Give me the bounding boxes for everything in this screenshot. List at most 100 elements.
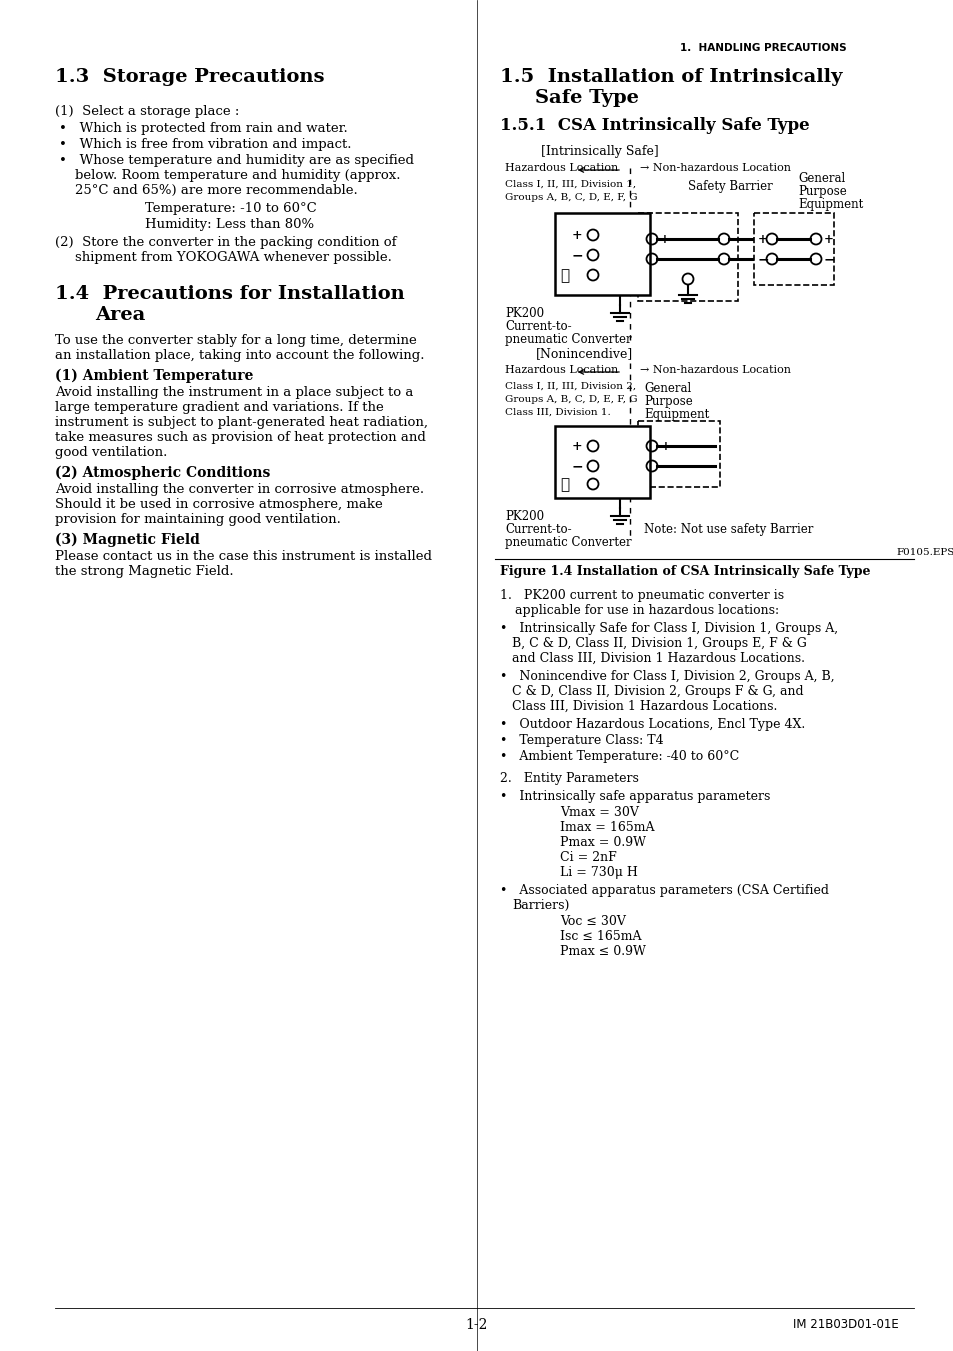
Text: Safe Type: Safe Type (535, 89, 639, 107)
Text: (2) Atmospheric Conditions: (2) Atmospheric Conditions (55, 466, 270, 481)
Text: −: − (571, 459, 582, 473)
Text: Should it be used in corrosive atmosphere, make: Should it be used in corrosive atmospher… (55, 499, 382, 511)
Text: IM 21B03D01-01E: IM 21B03D01-01E (792, 1319, 898, 1331)
Text: Area: Area (95, 305, 145, 324)
Text: Li = 730μ H: Li = 730μ H (559, 866, 638, 880)
Bar (555, 426, 649, 499)
Text: General: General (797, 172, 844, 185)
Bar (753, 213, 833, 285)
Text: −: − (758, 253, 769, 266)
Text: pneumatic Converter: pneumatic Converter (504, 332, 631, 346)
Text: Vmax = 30V: Vmax = 30V (559, 807, 639, 819)
Text: ⏚: ⏚ (559, 478, 569, 492)
Text: +: + (823, 232, 833, 246)
Text: Note: Not use safety Barrier: Note: Not use safety Barrier (643, 523, 813, 536)
Text: •   Associated apparatus parameters (CSA Certified: • Associated apparatus parameters (CSA C… (499, 884, 828, 897)
Text: provision for maintaining good ventilation.: provision for maintaining good ventilati… (55, 513, 340, 526)
Text: Avoid installing the converter in corrosive atmosphere.: Avoid installing the converter in corros… (55, 484, 424, 496)
Text: +: + (659, 232, 669, 246)
Text: 1-2: 1-2 (465, 1319, 488, 1332)
Text: Barriers): Barriers) (512, 898, 569, 912)
Text: (1)  Select a storage place :: (1) Select a storage place : (55, 105, 239, 118)
Text: Purpose: Purpose (643, 394, 692, 408)
Text: (3) Magnetic Field: (3) Magnetic Field (55, 534, 200, 547)
Text: [Intrinsically Safe]: [Intrinsically Safe] (540, 145, 659, 158)
Text: •   Which is protected from rain and water.: • Which is protected from rain and water… (59, 122, 348, 135)
Text: Please contact us in the case this instrument is installed: Please contact us in the case this instr… (55, 550, 432, 563)
Bar (638, 213, 738, 301)
Text: F0105.EPS: F0105.EPS (895, 549, 953, 557)
Text: Safety Barrier: Safety Barrier (687, 180, 772, 193)
Text: Purpose: Purpose (797, 185, 846, 199)
Text: Hazardous Location: Hazardous Location (504, 365, 618, 376)
Text: +: + (571, 230, 581, 242)
Text: •   Nonincendive for Class I, Division 2, Groups A, B,: • Nonincendive for Class I, Division 2, … (499, 670, 834, 684)
Text: +: + (660, 440, 670, 453)
Text: Pmax ≤ 0.9W: Pmax ≤ 0.9W (559, 944, 645, 958)
Text: •   Which is free from vibration and impact.: • Which is free from vibration and impac… (59, 138, 351, 151)
Bar (638, 422, 720, 486)
Text: [Nonincendive]: [Nonincendive] (536, 347, 633, 359)
Text: Class I, II, III, Division 1,: Class I, II, III, Division 1, (504, 180, 636, 189)
Text: Equipment: Equipment (643, 408, 708, 422)
Text: good ventilation.: good ventilation. (55, 446, 167, 459)
Text: −: − (659, 253, 671, 266)
Text: Current-to-: Current-to- (504, 320, 571, 332)
Text: Groups A, B, C, D, E, F, G: Groups A, B, C, D, E, F, G (504, 193, 637, 203)
Text: •   Whose temperature and humidity are as specified: • Whose temperature and humidity are as … (59, 154, 414, 168)
Text: 25°C and 65%) are more recommendable.: 25°C and 65%) are more recommendable. (75, 184, 357, 197)
Text: applicable for use in hazardous locations:: applicable for use in hazardous location… (515, 604, 779, 617)
Text: pneumatic Converter: pneumatic Converter (504, 536, 631, 549)
Text: (2)  Store the converter in the packing condition of: (2) Store the converter in the packing c… (55, 236, 396, 249)
Text: below. Room temperature and humidity (approx.: below. Room temperature and humidity (ap… (75, 169, 400, 182)
Text: Voc ≤ 30V: Voc ≤ 30V (559, 915, 625, 928)
Text: General: General (643, 382, 691, 394)
Text: 1.  HANDLING PRECAUTIONS: 1. HANDLING PRECAUTIONS (679, 43, 845, 53)
Text: Equipment: Equipment (797, 199, 862, 211)
Text: Temperature: -10 to 60°C: Temperature: -10 to 60°C (145, 203, 316, 215)
Text: •   Intrinsically safe apparatus parameters: • Intrinsically safe apparatus parameter… (499, 790, 770, 802)
Text: +: + (758, 232, 767, 246)
Text: Figure 1.4 Installation of CSA Intrinsically Safe Type: Figure 1.4 Installation of CSA Intrinsic… (499, 565, 869, 578)
Text: take measures such as provision of heat protection and: take measures such as provision of heat … (55, 431, 425, 444)
Text: Imax = 165mA: Imax = 165mA (559, 821, 654, 834)
Text: 2.   Entity Parameters: 2. Entity Parameters (499, 771, 639, 785)
Text: C & D, Class II, Division 2, Groups F & G, and: C & D, Class II, Division 2, Groups F & … (512, 685, 802, 698)
Text: 1.   PK200 current to pneumatic converter is: 1. PK200 current to pneumatic converter … (499, 589, 783, 603)
Text: Ci = 2nF: Ci = 2nF (559, 851, 616, 865)
Text: the strong Magnetic Field.: the strong Magnetic Field. (55, 565, 233, 578)
Text: Class III, Division 1.: Class III, Division 1. (504, 408, 610, 417)
Text: −: − (571, 249, 582, 262)
Text: ⏚: ⏚ (559, 269, 569, 282)
Text: 1.4  Precautions for Installation: 1.4 Precautions for Installation (55, 285, 404, 303)
Text: PK200: PK200 (504, 307, 543, 320)
Text: Avoid installing the instrument in a place subject to a: Avoid installing the instrument in a pla… (55, 386, 413, 399)
Text: Humidity: Less than 80%: Humidity: Less than 80% (145, 218, 314, 231)
Text: To use the converter stably for a long time, determine: To use the converter stably for a long t… (55, 334, 416, 347)
Text: +: + (571, 440, 581, 453)
Text: Class III, Division 1 Hazardous Locations.: Class III, Division 1 Hazardous Location… (512, 700, 777, 713)
Text: Isc ≤ 165mA: Isc ≤ 165mA (559, 929, 640, 943)
Text: large temperature gradient and variations. If the: large temperature gradient and variation… (55, 401, 383, 413)
Text: → Non-hazardous Location: → Non-hazardous Location (639, 163, 790, 173)
Text: 1.3  Storage Precautions: 1.3 Storage Precautions (55, 68, 324, 86)
Text: instrument is subject to plant-generated heat radiation,: instrument is subject to plant-generated… (55, 416, 428, 430)
Text: Pmax = 0.9W: Pmax = 0.9W (559, 836, 645, 848)
Bar (555, 213, 649, 295)
Text: → Non-hazardous Location: → Non-hazardous Location (639, 365, 790, 376)
Text: •   Temperature Class: T4: • Temperature Class: T4 (499, 734, 663, 747)
Text: an installation place, taking into account the following.: an installation place, taking into accou… (55, 349, 424, 362)
Text: and Class III, Division 1 Hazardous Locations.: and Class III, Division 1 Hazardous Loca… (512, 653, 804, 665)
Text: −: − (823, 253, 835, 266)
Text: −: − (660, 459, 672, 473)
Text: Class I, II, III, Division 2,: Class I, II, III, Division 2, (504, 382, 636, 390)
Text: •   Ambient Temperature: -40 to 60°C: • Ambient Temperature: -40 to 60°C (499, 750, 739, 763)
Text: 1.5  Installation of Intrinsically: 1.5 Installation of Intrinsically (499, 68, 841, 86)
Text: (1) Ambient Temperature: (1) Ambient Temperature (55, 369, 253, 384)
Text: 1.5.1  CSA Intrinsically Safe Type: 1.5.1 CSA Intrinsically Safe Type (499, 118, 809, 134)
Text: PK200: PK200 (504, 509, 543, 523)
Text: shipment from YOKOGAWA whenever possible.: shipment from YOKOGAWA whenever possible… (75, 251, 392, 263)
Text: B, C & D, Class II, Division 1, Groups E, F & G: B, C & D, Class II, Division 1, Groups E… (512, 638, 806, 650)
Text: •   Intrinsically Safe for Class I, Division 1, Groups A,: • Intrinsically Safe for Class I, Divisi… (499, 621, 838, 635)
Text: Groups A, B, C, D, E, F, G: Groups A, B, C, D, E, F, G (504, 394, 637, 404)
